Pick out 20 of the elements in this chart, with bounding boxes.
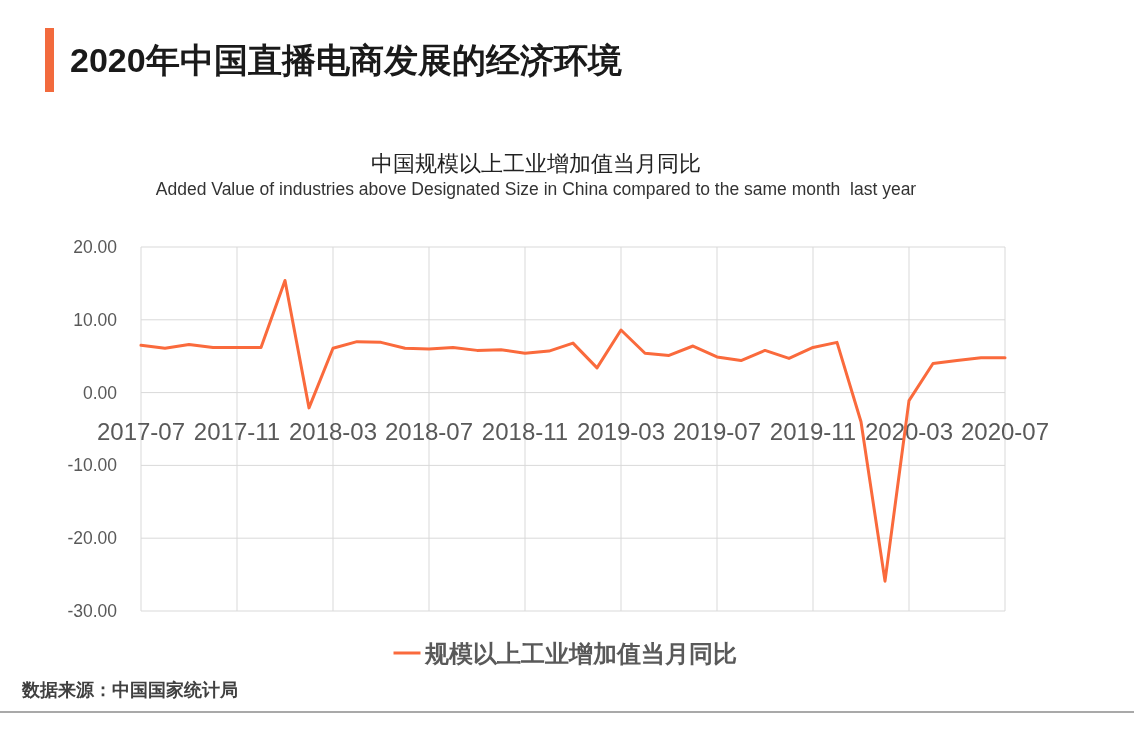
- y-tick-label: 20.00: [73, 237, 118, 257]
- x-tick-label: 2018-07: [384, 417, 474, 445]
- y-tick-label: -10.00: [67, 455, 118, 476]
- y-tick-label: -30.00: [67, 601, 118, 621]
- y-tick-label: 10.00: [73, 309, 118, 330]
- source-note: 数据来源：中国国家统计局: [21, 680, 238, 700]
- x-tick-label: 2019-07: [672, 417, 762, 445]
- y-tick-label: -20.00: [67, 528, 118, 549]
- x-tick-label: 2017-11: [193, 417, 281, 445]
- legend-label: 规模以上工业增加值当月同比: [423, 639, 737, 667]
- x-tick-label: 2019-03: [576, 417, 666, 445]
- y-tick-label: 0.00: [82, 382, 118, 403]
- x-tick-label: 2019-11: [769, 417, 857, 445]
- text: Added Value of industries above Designated Size in China compared to the same month last year: [155, 179, 917, 199]
- x-tick-label: 2018-11: [481, 417, 569, 445]
- chart-title: 2020年中国直播电商发展的经济环境: [70, 41, 622, 79]
- x-tick-label: 2017-07: [96, 417, 186, 445]
- chart-subtitle: 中国规模以上工业增加值当月同比: [371, 151, 701, 176]
- x-tick-label: 2020-07: [960, 417, 1050, 445]
- x-tick-label: 2018-03: [288, 417, 378, 445]
